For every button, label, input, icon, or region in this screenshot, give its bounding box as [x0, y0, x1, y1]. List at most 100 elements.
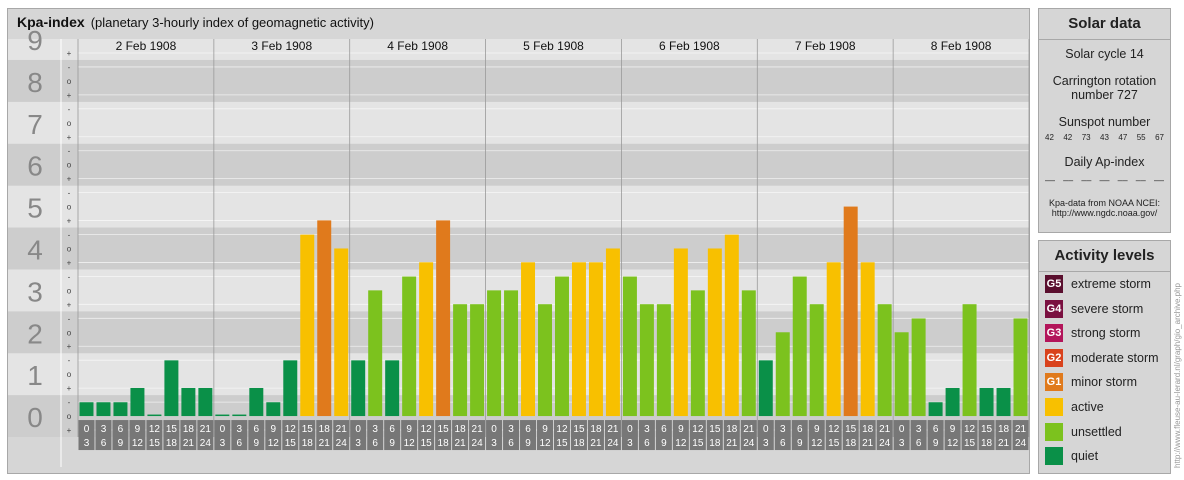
- hour-cell: [112, 420, 129, 451]
- hour-end-label: 24: [1015, 438, 1027, 449]
- hour-cell: [944, 420, 961, 451]
- minor-tick-label: +: [67, 133, 72, 142]
- hour-start-label: 21: [336, 424, 348, 435]
- hour-start-label: 0: [491, 424, 497, 435]
- kp-bar: [605, 248, 620, 417]
- hour-cell: [231, 420, 248, 451]
- hour-end-label: 24: [336, 438, 348, 449]
- hour-end-label: 18: [845, 438, 857, 449]
- hour-start-label: 12: [828, 424, 840, 435]
- legend-label: quiet: [1071, 449, 1099, 464]
- kp-bar: [588, 262, 603, 417]
- hour-end-label: 15: [692, 438, 704, 449]
- minor-tick-label: o: [67, 370, 72, 379]
- hour-end-label: 24: [472, 438, 484, 449]
- kp-bar: [707, 248, 722, 417]
- minor-tick-label: o: [67, 286, 72, 295]
- hour-start-label: 21: [743, 424, 755, 435]
- minor-tick-label: +: [67, 91, 72, 100]
- hour-cell: [825, 420, 842, 451]
- hour-end-label: 21: [726, 438, 738, 449]
- hour-start-label: 18: [455, 424, 467, 435]
- hour-end-label: 12: [811, 438, 823, 449]
- kp-bar: [419, 262, 434, 417]
- hour-cell: [78, 420, 95, 451]
- level-band: [8, 269, 1029, 312]
- sunspot-values: 42 42 73 43 47 55 67: [1039, 133, 1170, 142]
- kp-bar: [470, 304, 485, 417]
- y-tick-label: 6: [27, 151, 43, 182]
- hour-cell: [672, 420, 689, 451]
- hour-end-label: 18: [302, 438, 314, 449]
- hour-start-label: 15: [166, 424, 178, 435]
- hour-cell: [95, 420, 112, 451]
- hour-start-label: 18: [862, 424, 874, 435]
- hour-end-label: 3: [355, 438, 361, 449]
- hour-end-label: 12: [404, 438, 416, 449]
- kp-bar: [368, 290, 383, 417]
- kp-bar: [809, 304, 824, 417]
- hour-end-label: 15: [964, 438, 976, 449]
- hour-start-label: 9: [814, 424, 820, 435]
- hour-start-label: 18: [726, 424, 738, 435]
- level-band: [8, 227, 1029, 270]
- hour-start-label: 0: [355, 424, 361, 435]
- kp-bar: [945, 387, 960, 417]
- level-band: [8, 59, 1029, 102]
- minor-tick-label: -: [68, 314, 71, 323]
- legend-label: active: [1071, 400, 1104, 414]
- kp-chart-panel: Kpa-index (planetary 3-hourly index of ge…: [7, 8, 1030, 474]
- ap-value: ––: [1045, 175, 1056, 185]
- hour-cell: [910, 420, 927, 451]
- hour-cell: [129, 420, 146, 451]
- hour-start-label: 6: [525, 424, 531, 435]
- hour-cell: [655, 420, 672, 451]
- hour-cell: [503, 420, 520, 451]
- hour-cell: [587, 420, 604, 451]
- source-line-1: Kpa-data from NOAA NCEI:: [1048, 198, 1161, 208]
- minor-tick-label: -: [68, 147, 71, 156]
- kp-bar-chart: 0123456789-o+-o+-o+-o+-o+-o+-o+-o+-o++2 …: [8, 25, 1030, 467]
- hour-end-label: 18: [573, 438, 585, 449]
- kp-bar: [96, 402, 111, 417]
- day-label: 2 Feb 1908: [116, 39, 177, 53]
- minor-tick-label: o: [67, 77, 72, 86]
- hour-end-label: 3: [491, 438, 497, 449]
- hour-cell: [927, 420, 944, 451]
- hour-end-label: 18: [438, 438, 450, 449]
- hour-cell: [469, 420, 486, 451]
- hour-end-label: 3: [84, 438, 90, 449]
- hour-cell: [452, 420, 469, 451]
- hour-cell: [621, 420, 638, 451]
- kp-bar: [215, 414, 230, 417]
- kp-bar: [894, 332, 909, 417]
- hour-start-label: 0: [899, 424, 905, 435]
- hour-cell: [163, 420, 180, 451]
- solar-data-panel: Solar data Solar cycle 14 Carrington rot…: [1038, 8, 1171, 233]
- hour-start-label: 12: [149, 424, 161, 435]
- ap-value: ––: [1117, 175, 1128, 185]
- hour-end-label: 18: [709, 438, 721, 449]
- hour-cell: [1012, 420, 1029, 451]
- sunspot-value: 43: [1100, 133, 1109, 142]
- ap-values: –– –– –– –– –– –– ––: [1039, 175, 1170, 185]
- hour-cell: [197, 420, 214, 451]
- hour-end-label: 9: [389, 438, 395, 449]
- y-tick-label: 5: [27, 193, 43, 224]
- minor-tick-label: o: [67, 161, 72, 170]
- minor-tick-label: o: [67, 412, 72, 421]
- minor-tick-label: o: [67, 119, 72, 128]
- hour-start-label: 21: [1015, 424, 1027, 435]
- minor-tick-label: o: [67, 203, 72, 212]
- hour-end-label: 15: [556, 438, 568, 449]
- source-link[interactable]: http://www.ngdc.noaa.gov/: [1051, 208, 1158, 218]
- legend-swatch: [1045, 447, 1063, 466]
- day-label: 6 Feb 1908: [659, 39, 720, 53]
- hour-end-label: 24: [743, 438, 755, 449]
- hour-start-label: 6: [661, 424, 667, 435]
- legend-item: active: [1045, 397, 1104, 417]
- legend-swatch: G4: [1045, 299, 1063, 318]
- hour-cell: [520, 420, 537, 451]
- kp-bar: [673, 248, 688, 417]
- hour-end-label: 21: [455, 438, 467, 449]
